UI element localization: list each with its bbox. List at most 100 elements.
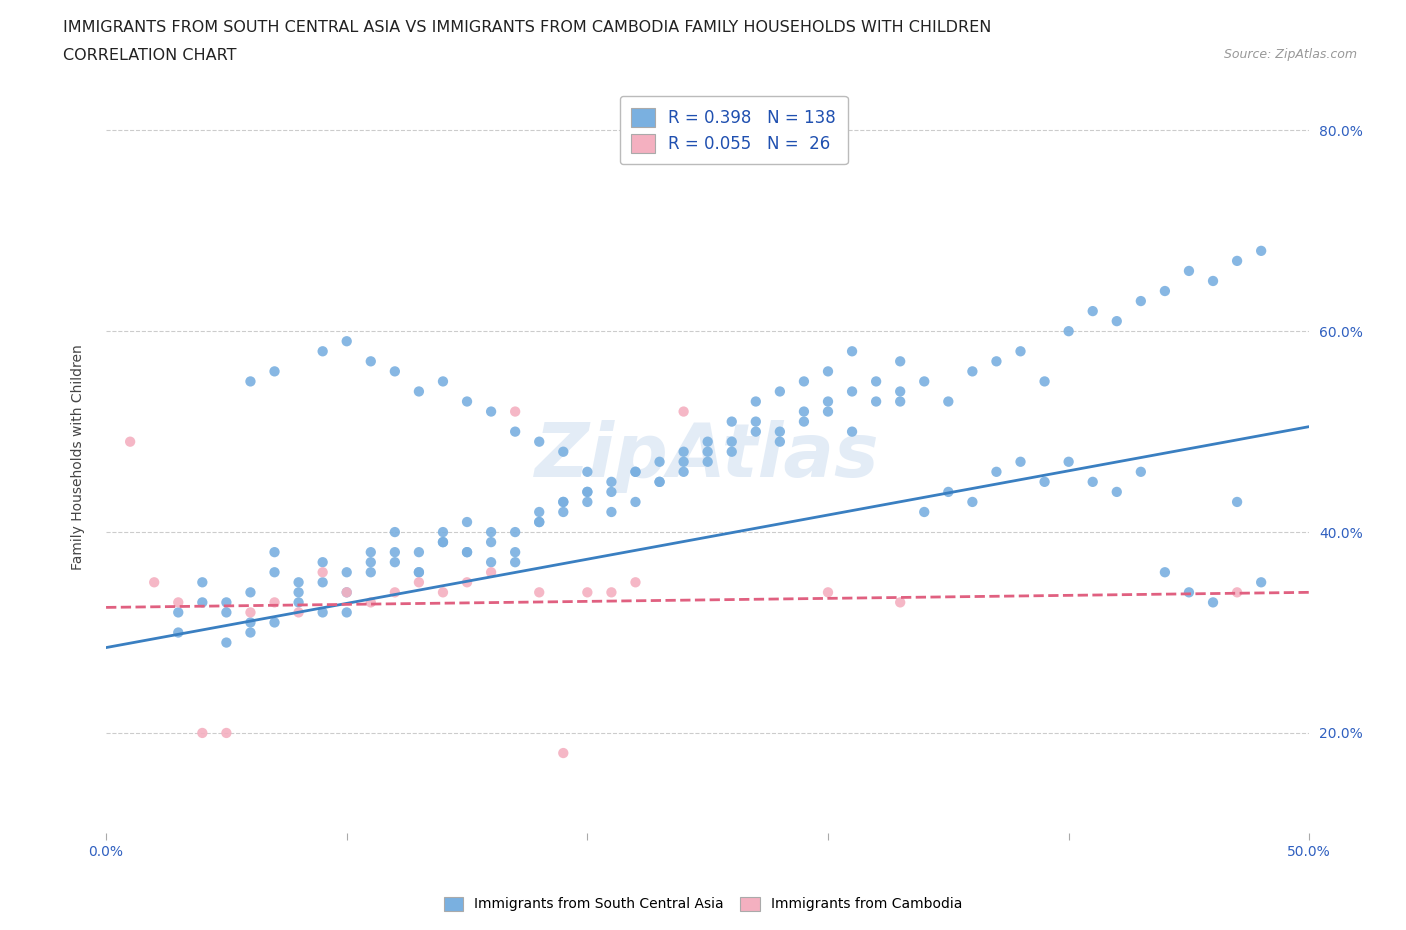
Point [865,394,887,409]
Point [624,495,647,510]
Point [503,545,526,560]
Point [120,434,142,449]
Point [479,555,502,570]
Point [841,344,863,359]
Point [1033,374,1056,389]
Point [456,394,478,409]
Point [600,485,623,499]
Point [576,585,599,600]
Point [384,585,406,600]
Point [311,605,333,620]
Point [624,575,647,590]
Point [1154,284,1177,299]
Point [817,364,839,379]
Point [865,374,887,389]
Point [889,394,911,409]
Point [720,434,742,449]
Point [1105,485,1128,499]
Point [167,595,190,610]
Point [479,525,502,539]
Point [456,545,478,560]
Point [576,495,599,510]
Point [745,414,768,429]
Point [745,394,768,409]
Point [936,485,959,499]
Point [336,565,359,579]
Point [553,505,575,520]
Point [672,464,695,479]
Point [769,434,792,449]
Point [962,364,984,379]
Point [912,505,935,520]
Point [503,525,526,539]
Point [1202,273,1225,288]
Point [529,514,551,529]
Point [336,585,359,600]
Point [793,374,815,389]
Point [408,545,430,560]
Point [1202,595,1225,610]
Point [503,555,526,570]
Point [311,575,333,590]
Point [287,585,309,600]
Point [479,565,502,579]
Point [336,605,359,620]
Point [576,485,599,499]
Point [191,575,214,590]
Point [1250,575,1272,590]
Point [479,405,502,419]
Point [600,474,623,489]
Point [1057,324,1080,339]
Point [432,585,454,600]
Point [1226,495,1249,510]
Point [648,455,671,470]
Point [215,635,238,650]
Point [432,374,454,389]
Point [263,565,285,579]
Point [1081,304,1104,319]
Point [456,514,478,529]
Point [432,525,454,539]
Point [817,585,839,600]
Point [1178,263,1201,278]
Point [456,575,478,590]
Point [1105,313,1128,328]
Point [624,464,647,479]
Point [239,605,262,620]
Point [553,495,575,510]
Point [529,505,551,520]
Point [553,746,575,761]
Point [696,445,718,459]
Point [360,595,382,610]
Point [239,615,262,630]
Point [239,625,262,640]
Point [529,585,551,600]
Point [191,725,214,740]
Point [696,434,718,449]
Point [263,364,285,379]
Point [912,374,935,389]
Point [311,344,333,359]
Point [1081,474,1104,489]
Point [360,565,382,579]
Point [384,555,406,570]
Point [576,464,599,479]
Point [1010,455,1032,470]
Point [696,455,718,470]
Point [1129,464,1152,479]
Point [624,464,647,479]
Point [263,545,285,560]
Legend: R = 0.398   N = 138, R = 0.055   N =  26: R = 0.398 N = 138, R = 0.055 N = 26 [620,96,848,165]
Point [263,615,285,630]
Point [1154,565,1177,579]
Text: IMMIGRANTS FROM SOUTH CENTRAL ASIA VS IMMIGRANTS FROM CAMBODIA FAMILY HOUSEHOLDS: IMMIGRANTS FROM SOUTH CENTRAL ASIA VS IM… [63,20,991,35]
Text: ZipAtlas: ZipAtlas [536,420,880,493]
Point [408,565,430,579]
Point [841,384,863,399]
Point [889,595,911,610]
Point [600,505,623,520]
Point [239,585,262,600]
Point [672,455,695,470]
Point [191,595,214,610]
Point [672,445,695,459]
